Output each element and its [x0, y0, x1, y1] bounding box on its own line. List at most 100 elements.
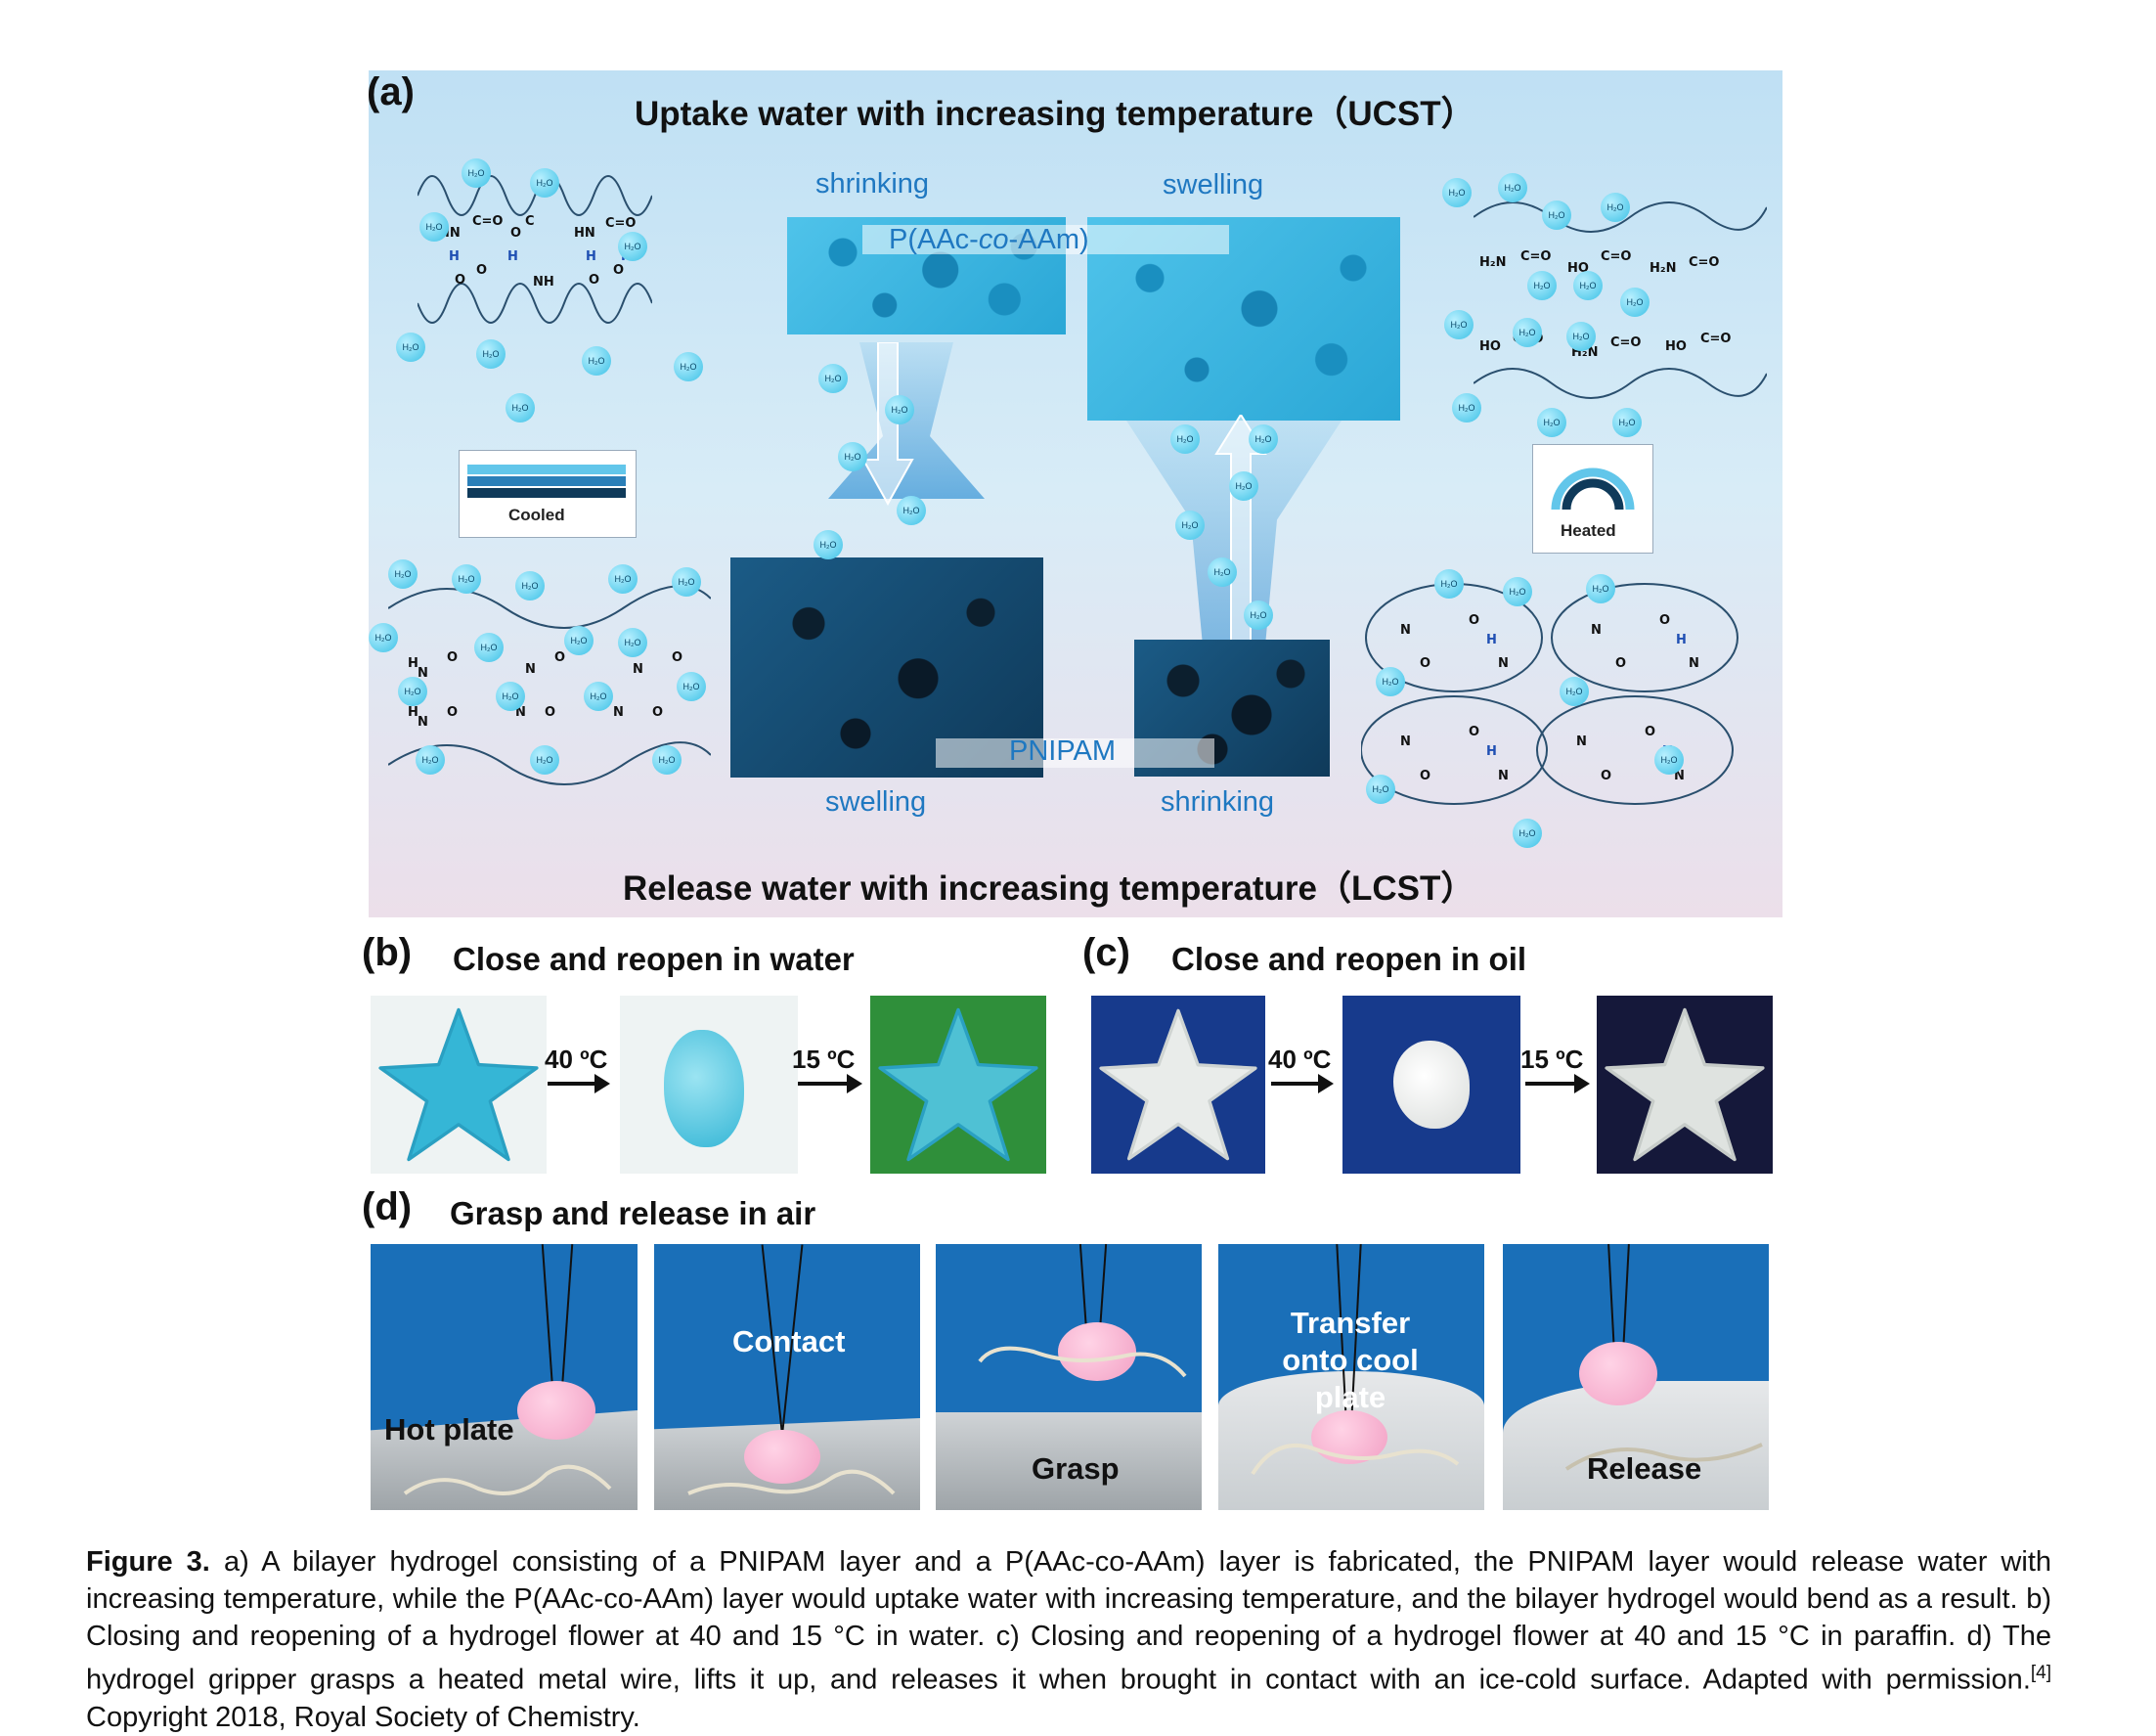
water-molecule-icon: H₂O	[396, 333, 425, 362]
photo-gripper-transfer: Transfer onto cool plate	[1218, 1244, 1484, 1510]
svg-text:N: N	[613, 705, 624, 720]
water-molecule-icon: H₂O	[419, 212, 449, 242]
svg-text:O: O	[510, 226, 521, 241]
legend-heated-label: Heated	[1561, 521, 1616, 540]
label-swelling-bottom: swelling	[825, 786, 927, 818]
svg-text:N: N	[1689, 656, 1699, 671]
panel-a-title-top: Uptake water with increasing temperature…	[635, 95, 1475, 133]
arrow-label-15c-oil: 15 ºC	[1520, 1045, 1584, 1074]
water-molecule-icon: H₂O	[1434, 569, 1464, 599]
water-molecule-icon: H₂O	[1175, 511, 1205, 540]
svg-text:HO: HO	[1479, 339, 1501, 354]
photo-gripper-hot-plate: Hot plate	[371, 1244, 638, 1510]
star-hydrogel-flower	[1605, 1007, 1765, 1162]
water-molecule-icon: H₂O	[1537, 408, 1566, 437]
water-molecule-icon: H₂O	[584, 682, 613, 711]
svg-text:H: H	[449, 249, 460, 264]
water-molecule-icon: H₂O	[1513, 318, 1542, 347]
svg-text:O: O	[1420, 769, 1430, 783]
panel-a-schematic: (a) Uptake water with increasing tempera…	[367, 70, 1782, 917]
panel-b-title: Close and reopen in water	[453, 941, 855, 977]
metal-wire	[978, 1346, 1187, 1378]
svg-text:N: N	[1498, 656, 1509, 671]
right-arrow-icon	[1525, 1074, 1590, 1093]
photo-gripper-grasp: Grasp	[936, 1244, 1202, 1510]
svg-text:C=O: C=O	[1689, 255, 1719, 270]
svg-text:N: N	[418, 715, 428, 730]
svg-text:N: N	[1674, 769, 1685, 783]
svg-text:N: N	[525, 662, 536, 677]
photo-label: Release	[1587, 1451, 1702, 1486]
svg-text:O: O	[476, 263, 487, 278]
photo-flower-water-closed	[620, 996, 798, 1174]
water-molecule-icon: H₂O	[582, 346, 611, 376]
arrow-label-40c-water: 40 ºC	[545, 1045, 608, 1074]
water-molecule-icon: H₂O	[1170, 424, 1200, 454]
label-shrinking-top: shrinking	[815, 168, 930, 200]
water-molecule-icon: H₂O	[838, 442, 867, 471]
svg-text:O: O	[1601, 769, 1611, 783]
photo-flower-water-open	[371, 996, 547, 1174]
water-molecule-icon: H₂O	[814, 530, 843, 559]
water-molecule-icon: H₂O	[674, 352, 703, 381]
svg-text:H₂N: H₂N	[1479, 255, 1506, 270]
legend-heated: Heated	[1532, 444, 1653, 554]
pink-hydrogel-gripper	[517, 1381, 595, 1440]
svg-text:O: O	[1615, 656, 1626, 671]
svg-text:O: O	[1659, 613, 1670, 628]
svg-text:HN: HN	[574, 226, 595, 241]
water-molecule-icon: H₂O	[452, 564, 481, 594]
pink-hydrogel-gripper	[744, 1430, 820, 1484]
water-molecule-icon: H₂O	[672, 567, 701, 597]
water-molecule-icon: H₂O	[652, 745, 682, 775]
water-molecule-icon: H₂O	[1612, 408, 1642, 437]
svg-text:O: O	[545, 705, 555, 720]
svg-text:C=O: C=O	[605, 216, 636, 231]
water-molecule-icon: H₂O	[474, 633, 504, 662]
svg-text:O: O	[1469, 725, 1479, 739]
water-molecule-icon: H₂O	[1601, 193, 1630, 222]
material-label-paac-co-aam: P(AAc-co-AAm)	[889, 224, 1089, 255]
photo-label: Hot plate	[384, 1412, 514, 1447]
svg-text:O: O	[554, 650, 565, 665]
legend-cooled-label: Cooled	[508, 506, 565, 524]
metal-wire	[403, 1464, 612, 1495]
svg-text:O: O	[447, 705, 458, 720]
water-molecule-icon: H₂O	[398, 677, 427, 706]
photo-flower-oil-reopened	[1597, 996, 1773, 1174]
water-molecule-icon: H₂O	[1498, 173, 1527, 202]
legend-cooled: Cooled	[459, 450, 637, 538]
caption-copyright: Copyright 2018, Royal Society of Chemist…	[86, 1701, 640, 1733]
water-molecule-icon: H₂O	[1560, 677, 1589, 706]
photo-gripper-release: Release	[1503, 1244, 1769, 1510]
water-molecule-icon: H₂O	[1586, 574, 1615, 603]
water-molecule-icon: H₂O	[608, 564, 638, 594]
water-molecule-icon: H₂O	[416, 745, 445, 775]
caption-reference: [4]	[2030, 1663, 2051, 1683]
water-molecule-icon: H₂O	[1442, 178, 1472, 207]
right-arrow-icon	[548, 1074, 610, 1093]
figure-caption: Figure 3. a) A bilayer hydrogel consisti…	[86, 1543, 2051, 1736]
water-molecule-icon: H₂O	[1366, 775, 1395, 804]
pink-hydrogel-gripper	[1058, 1322, 1136, 1381]
svg-text:N: N	[1576, 734, 1587, 749]
svg-text:N: N	[515, 705, 526, 720]
svg-text:N: N	[1400, 623, 1411, 638]
panel-b-letter: (b)	[362, 931, 413, 974]
star-hydrogel-flower	[1099, 1008, 1257, 1161]
svg-text:H: H	[586, 249, 596, 264]
water-molecule-icon: H₂O	[530, 168, 559, 198]
svg-text:N: N	[633, 662, 643, 677]
svg-text:O: O	[652, 705, 663, 720]
svg-text:H: H	[408, 656, 418, 671]
caption-text: a) A bilayer hydrogel consisting of a PN…	[86, 1546, 2052, 1696]
svg-text:O: O	[589, 273, 599, 288]
water-molecule-icon: H₂O	[564, 626, 594, 655]
svg-text:N: N	[1591, 623, 1602, 638]
water-molecule-icon: H₂O	[530, 745, 559, 775]
metal-wire	[1564, 1443, 1763, 1471]
material-label-pnipam: PNIPAM	[1009, 735, 1117, 767]
water-molecule-icon: H₂O	[1527, 271, 1557, 300]
panel-a-title-bottom: Release water with increasing temperatur…	[623, 869, 1475, 908]
